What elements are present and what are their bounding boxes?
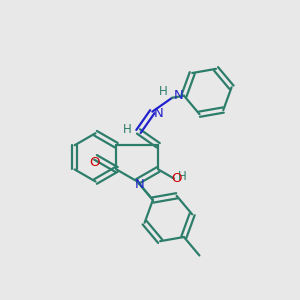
Text: H: H <box>159 85 168 98</box>
Text: O: O <box>171 172 181 185</box>
Text: N: N <box>135 178 145 191</box>
Text: N: N <box>174 89 184 102</box>
Text: O: O <box>89 156 99 169</box>
Text: H: H <box>178 169 187 183</box>
Text: H: H <box>123 124 132 136</box>
Text: N: N <box>154 106 164 120</box>
